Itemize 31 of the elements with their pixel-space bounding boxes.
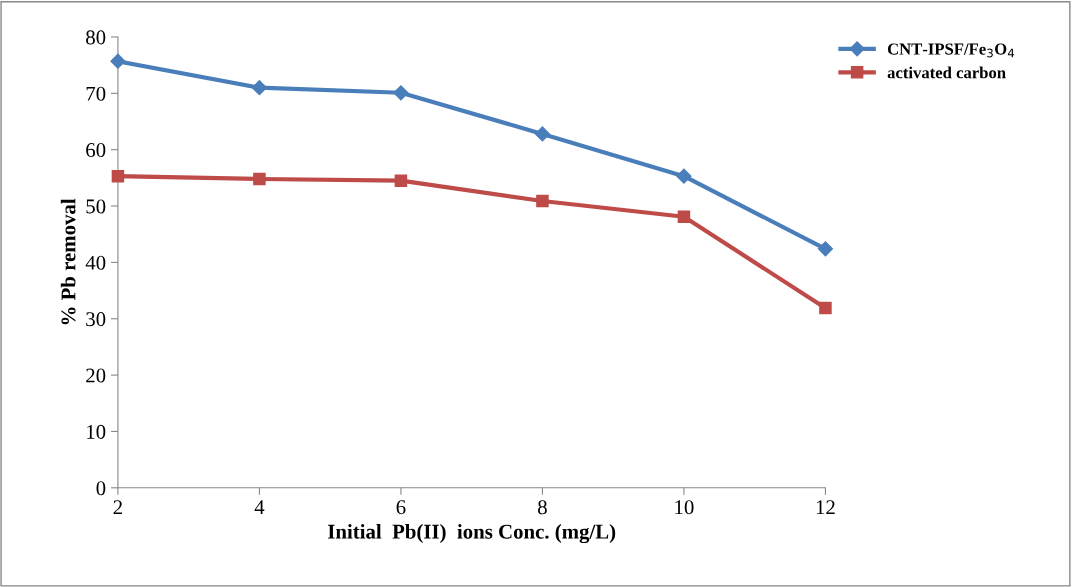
point — [111, 169, 125, 183]
point — [393, 85, 409, 101]
point — [110, 53, 126, 69]
y-tick-label: 10 — [87, 424, 106, 439]
legend-label: CNT-IPSF/Fe$_{3}$O$_{4}$ — [887, 43, 1015, 58]
point — [534, 126, 551, 142]
x-tick-label: 12 — [816, 500, 835, 515]
y-tick-label: 0 — [96, 481, 106, 496]
y-axis-title: % Pb removal — [60, 198, 76, 325]
x-tick-label: 10 — [675, 500, 694, 515]
x-tick-label: 6 — [396, 500, 406, 515]
x-axis-title: Initial Pb(II) ions Conc. (mg/L) — [327, 524, 616, 544]
x-tick-label: 4 — [254, 500, 265, 515]
x-tick-label: 8 — [538, 500, 547, 515]
point — [677, 210, 691, 223]
y-tick-label: 80 — [86, 30, 106, 45]
legend-label: activated carbon — [887, 66, 1006, 79]
point — [817, 241, 834, 257]
y-tick-label: 30 — [86, 312, 106, 327]
y-tick-label: 50 — [86, 199, 106, 214]
point — [676, 168, 692, 184]
point — [253, 172, 266, 186]
point — [394, 174, 408, 187]
point — [819, 301, 832, 315]
y-tick-label: 20 — [86, 368, 106, 383]
point — [536, 194, 549, 208]
y-tick-label: 60 — [86, 143, 106, 158]
y-tick-label: 70 — [86, 86, 106, 101]
y-tick-label: 40 — [85, 255, 106, 270]
x-tick-label: 2 — [113, 500, 122, 515]
point — [251, 80, 267, 96]
